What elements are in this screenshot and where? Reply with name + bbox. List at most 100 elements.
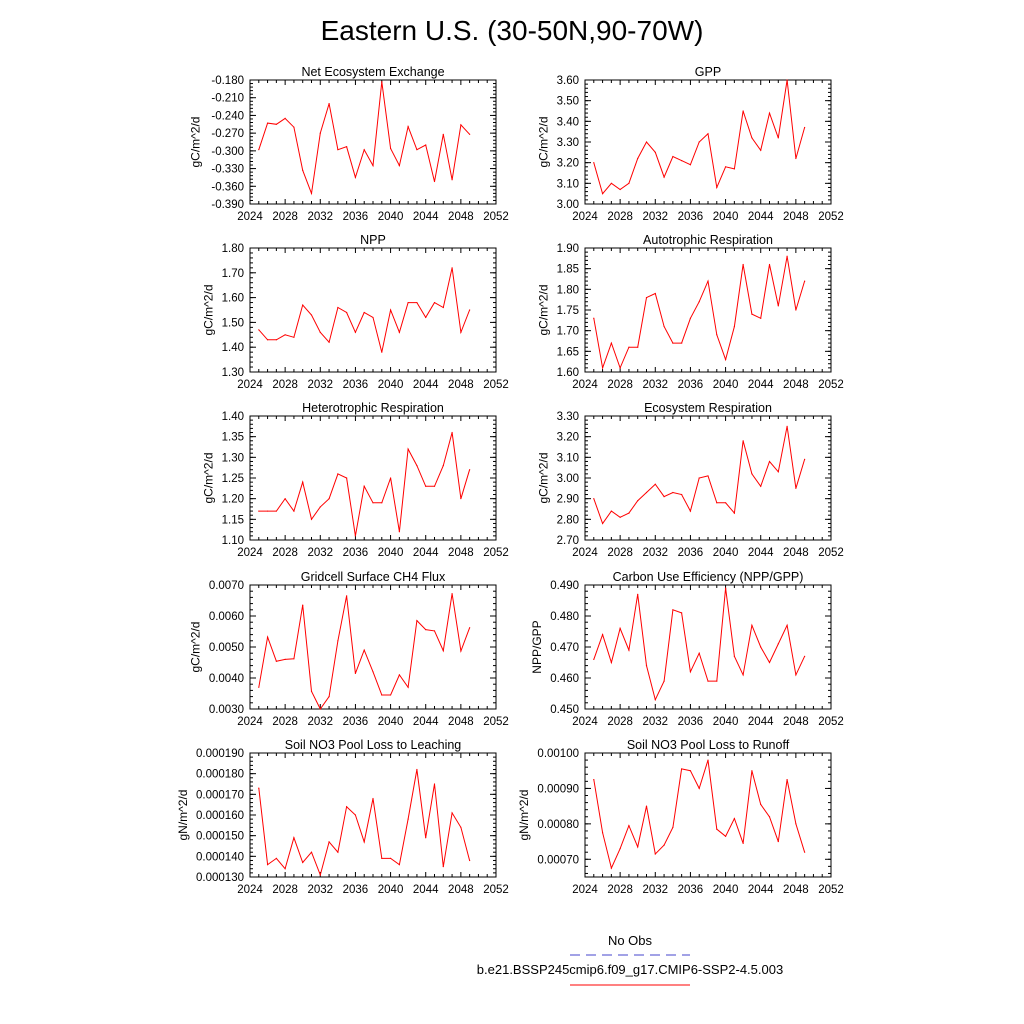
x-tick-label: 2044 [413, 547, 439, 559]
x-tick-label: 2028 [272, 379, 298, 391]
data-point [346, 477, 348, 479]
data-point [258, 787, 260, 789]
data-point [663, 176, 665, 178]
data-point [363, 485, 365, 487]
x-tick-label: 2032 [307, 884, 333, 896]
data-point [795, 157, 797, 160]
data-point [698, 301, 700, 303]
x-tick-label: 2052 [483, 379, 509, 391]
data-point [407, 126, 409, 128]
data-point [302, 481, 304, 483]
data-point [645, 805, 648, 807]
data-point [786, 778, 788, 781]
y-tick-label: 0.0070 [209, 580, 244, 592]
x-tick-label: 2052 [818, 547, 844, 559]
data-point [442, 133, 444, 135]
data-point [442, 866, 444, 868]
data-point [451, 179, 453, 181]
x-tick-label: 2040 [713, 547, 739, 559]
data-point [610, 661, 612, 664]
data-point [637, 593, 639, 595]
data-point [760, 317, 762, 319]
data-point [425, 316, 427, 319]
x-tick-label: 2052 [483, 884, 509, 896]
data-point [645, 491, 648, 494]
y-tick-label: -0.210 [211, 93, 244, 105]
data-point [742, 842, 744, 844]
x-tick-label: 2048 [783, 884, 809, 896]
data-point [724, 502, 727, 504]
data-point [619, 188, 621, 191]
data-point [293, 336, 295, 338]
data-point [442, 650, 444, 652]
data-point [601, 522, 604, 525]
y-tick-label: 1.35 [222, 432, 244, 444]
data-point [381, 857, 383, 860]
x-tick-label: 2044 [748, 547, 774, 559]
y-tick-label: 3.60 [557, 75, 579, 87]
panel-4: Autotrophic Respiration 2024 2028 2032 2036 2… [536, 233, 843, 391]
panel-10: Soil NO3 Pool Loss to Runoff 2024 2028 2032… [517, 738, 844, 896]
y-axis-label: gC/m^2/d [189, 622, 203, 673]
data-point [372, 671, 374, 673]
data-point [672, 491, 674, 494]
data-point [363, 649, 365, 651]
x-tick-label: 2036 [678, 716, 704, 728]
x-tick-label: 2024 [572, 547, 598, 559]
data-point [425, 629, 427, 631]
y-tick-label: 1.65 [557, 346, 579, 358]
data-point [433, 301, 436, 304]
panel-title: Heterotrophic Respiration [302, 401, 444, 415]
data-point [302, 604, 304, 606]
data-point [275, 857, 277, 860]
data-point [707, 475, 709, 477]
data-point [337, 851, 339, 853]
data-point [258, 686, 260, 688]
x-tick-label: 2028 [272, 884, 298, 896]
panel-2: GPP 2024 2028 2032 2036 2040 2044 2048 2052 3.00 3… [536, 65, 843, 223]
data-point [804, 851, 806, 853]
y-tick-label: 1.60 [557, 367, 579, 379]
y-tick-label: 1.70 [222, 268, 244, 280]
y-tick-label: 2.70 [557, 535, 579, 547]
data-point [460, 826, 462, 829]
panel-title: Soil NO3 Pool Loss to Runoff [627, 738, 790, 752]
panel-title: Net Ecosystem Exchange [301, 65, 444, 79]
data-point [293, 837, 295, 839]
data-point [337, 640, 339, 642]
data-point [593, 658, 595, 661]
data-point [416, 465, 418, 467]
y-tick-label: 1.50 [222, 317, 244, 329]
data-point [724, 166, 727, 168]
x-tick-label: 2028 [272, 547, 298, 559]
data-point [398, 531, 400, 533]
x-tick-label: 2044 [413, 211, 439, 223]
data-point [768, 263, 771, 266]
data-point [689, 671, 692, 673]
data-point [777, 840, 779, 843]
x-tick-label: 2040 [713, 884, 739, 896]
x-tick-label: 2040 [713, 716, 739, 728]
data-point [716, 334, 718, 336]
x-tick-label: 2032 [307, 716, 333, 728]
x-tick-label: 2028 [272, 716, 298, 728]
data-point [786, 255, 788, 257]
data-point [645, 665, 648, 667]
x-tick-label: 2032 [642, 211, 668, 223]
data-point [433, 630, 436, 632]
data-point [266, 636, 269, 638]
x-tick-label: 2052 [818, 211, 844, 223]
x-tick-label: 2028 [607, 211, 633, 223]
x-tick-label: 2052 [818, 884, 844, 896]
data-point [786, 79, 788, 81]
data-point [381, 81, 383, 83]
data-point [681, 160, 683, 162]
data-point [698, 477, 700, 479]
y-tick-label: 1.60 [222, 293, 244, 305]
data-point [768, 460, 771, 463]
data-point [786, 425, 788, 427]
data-point [804, 655, 806, 657]
x-tick-label: 2036 [678, 884, 704, 896]
x-tick-label: 2024 [572, 379, 598, 391]
data-point [724, 835, 727, 837]
